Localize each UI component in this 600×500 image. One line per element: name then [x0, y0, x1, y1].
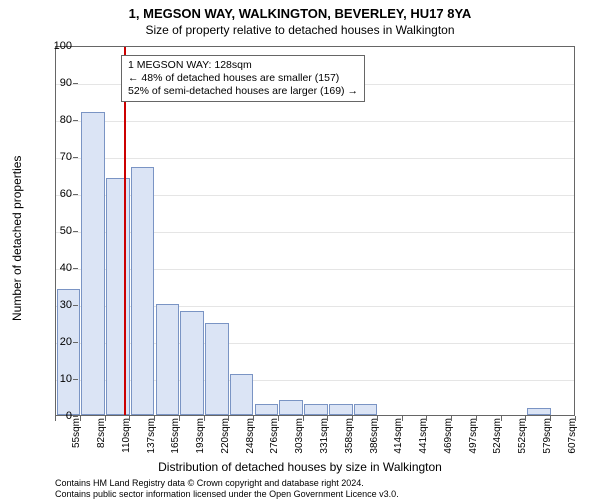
histogram-bar — [131, 167, 155, 415]
histogram-bar — [304, 404, 328, 415]
histogram-bar — [106, 178, 130, 415]
x-tick-mark — [253, 416, 254, 421]
x-tick-label: 441sqm — [418, 418, 429, 454]
x-tick-mark — [228, 416, 229, 421]
x-tick-label: 414sqm — [393, 418, 404, 454]
x-tick-label: 220sqm — [220, 418, 231, 454]
x-tick-mark — [476, 416, 477, 421]
y-axis-label: Number of detached properties — [10, 156, 24, 321]
histogram-bar — [255, 404, 279, 415]
x-tick-mark — [303, 416, 304, 421]
chart-title: 1, MEGSON WAY, WALKINGTON, BEVERLEY, HU1… — [0, 0, 600, 21]
x-tick-mark — [451, 416, 452, 421]
histogram-bar — [156, 304, 180, 415]
x-tick-mark — [105, 416, 106, 421]
x-tick-label: 607sqm — [567, 418, 578, 454]
x-tick-label: 276sqm — [269, 418, 280, 454]
x-tick-mark — [402, 416, 403, 421]
x-tick-label: 524sqm — [492, 418, 503, 454]
x-tick-label: 358sqm — [344, 418, 355, 454]
annotation-box: 1 MEGSON WAY: 128sqm ← 48% of detached h… — [121, 55, 365, 102]
plot-area: 1 MEGSON WAY: 128sqm ← 48% of detached h… — [55, 46, 575, 416]
x-tick-mark — [154, 416, 155, 421]
x-tick-mark — [80, 416, 81, 421]
x-tick-mark — [426, 416, 427, 421]
x-tick-label: 165sqm — [170, 418, 181, 454]
x-tick-mark — [204, 416, 205, 421]
y-tick-label: 60 — [32, 188, 72, 200]
gridline — [56, 158, 574, 159]
y-tick-label: 50 — [32, 225, 72, 237]
x-tick-mark — [525, 416, 526, 421]
y-tick-label: 80 — [32, 114, 72, 126]
x-tick-label: 110sqm — [121, 418, 132, 453]
x-tick-mark — [501, 416, 502, 421]
y-tick-label: 40 — [32, 262, 72, 274]
y-tick-label: 20 — [32, 336, 72, 348]
histogram-bar — [180, 311, 204, 415]
x-tick-label: 579sqm — [542, 418, 553, 454]
histogram-bar — [230, 374, 254, 415]
y-tick-label: 10 — [32, 373, 72, 385]
caption-line: Contains public sector information licen… — [55, 489, 399, 500]
x-tick-label: 386sqm — [369, 418, 380, 454]
histogram-bar — [354, 404, 378, 415]
x-axis-label: Distribution of detached houses by size … — [0, 460, 600, 474]
x-tick-label: 497sqm — [468, 418, 479, 454]
histogram-bar — [527, 408, 551, 415]
x-tick-mark — [278, 416, 279, 421]
histogram-bar — [205, 323, 229, 416]
x-tick-mark — [129, 416, 130, 421]
y-tick-label: 70 — [32, 151, 72, 163]
x-tick-label: 248sqm — [245, 418, 256, 454]
x-tick-label: 137sqm — [146, 418, 157, 454]
annotation-line: 1 MEGSON WAY: 128sqm — [128, 59, 358, 72]
annotation-line: 52% of semi-detached houses are larger (… — [128, 85, 358, 98]
caption: Contains HM Land Registry data © Crown c… — [55, 478, 399, 500]
y-tick-label: 0 — [32, 410, 72, 422]
x-tick-mark — [352, 416, 353, 421]
x-tick-mark — [575, 416, 576, 421]
x-tick-label: 469sqm — [443, 418, 454, 454]
y-tick-label: 30 — [32, 299, 72, 311]
x-tick-label: 331sqm — [319, 418, 330, 454]
y-tick-label: 100 — [32, 40, 72, 52]
caption-line: Contains HM Land Registry data © Crown c… — [55, 478, 399, 489]
x-tick-label: 303sqm — [294, 418, 305, 454]
x-tick-mark — [55, 416, 56, 421]
x-tick-mark — [550, 416, 551, 421]
y-tick-label: 90 — [32, 77, 72, 89]
x-tick-mark — [377, 416, 378, 421]
histogram-bar — [81, 112, 105, 415]
x-tick-label: 82sqm — [96, 418, 107, 448]
x-tick-label: 55sqm — [71, 418, 82, 448]
x-tick-mark — [179, 416, 180, 421]
chart-subtitle: Size of property relative to detached ho… — [0, 21, 600, 37]
annotation-line: ← 48% of detached houses are smaller (15… — [128, 72, 358, 85]
x-tick-label: 193sqm — [195, 418, 206, 454]
histogram-bar — [329, 404, 353, 415]
histogram-bar — [279, 400, 303, 415]
x-tick-label: 552sqm — [517, 418, 528, 454]
gridline — [56, 121, 574, 122]
x-tick-mark — [327, 416, 328, 421]
